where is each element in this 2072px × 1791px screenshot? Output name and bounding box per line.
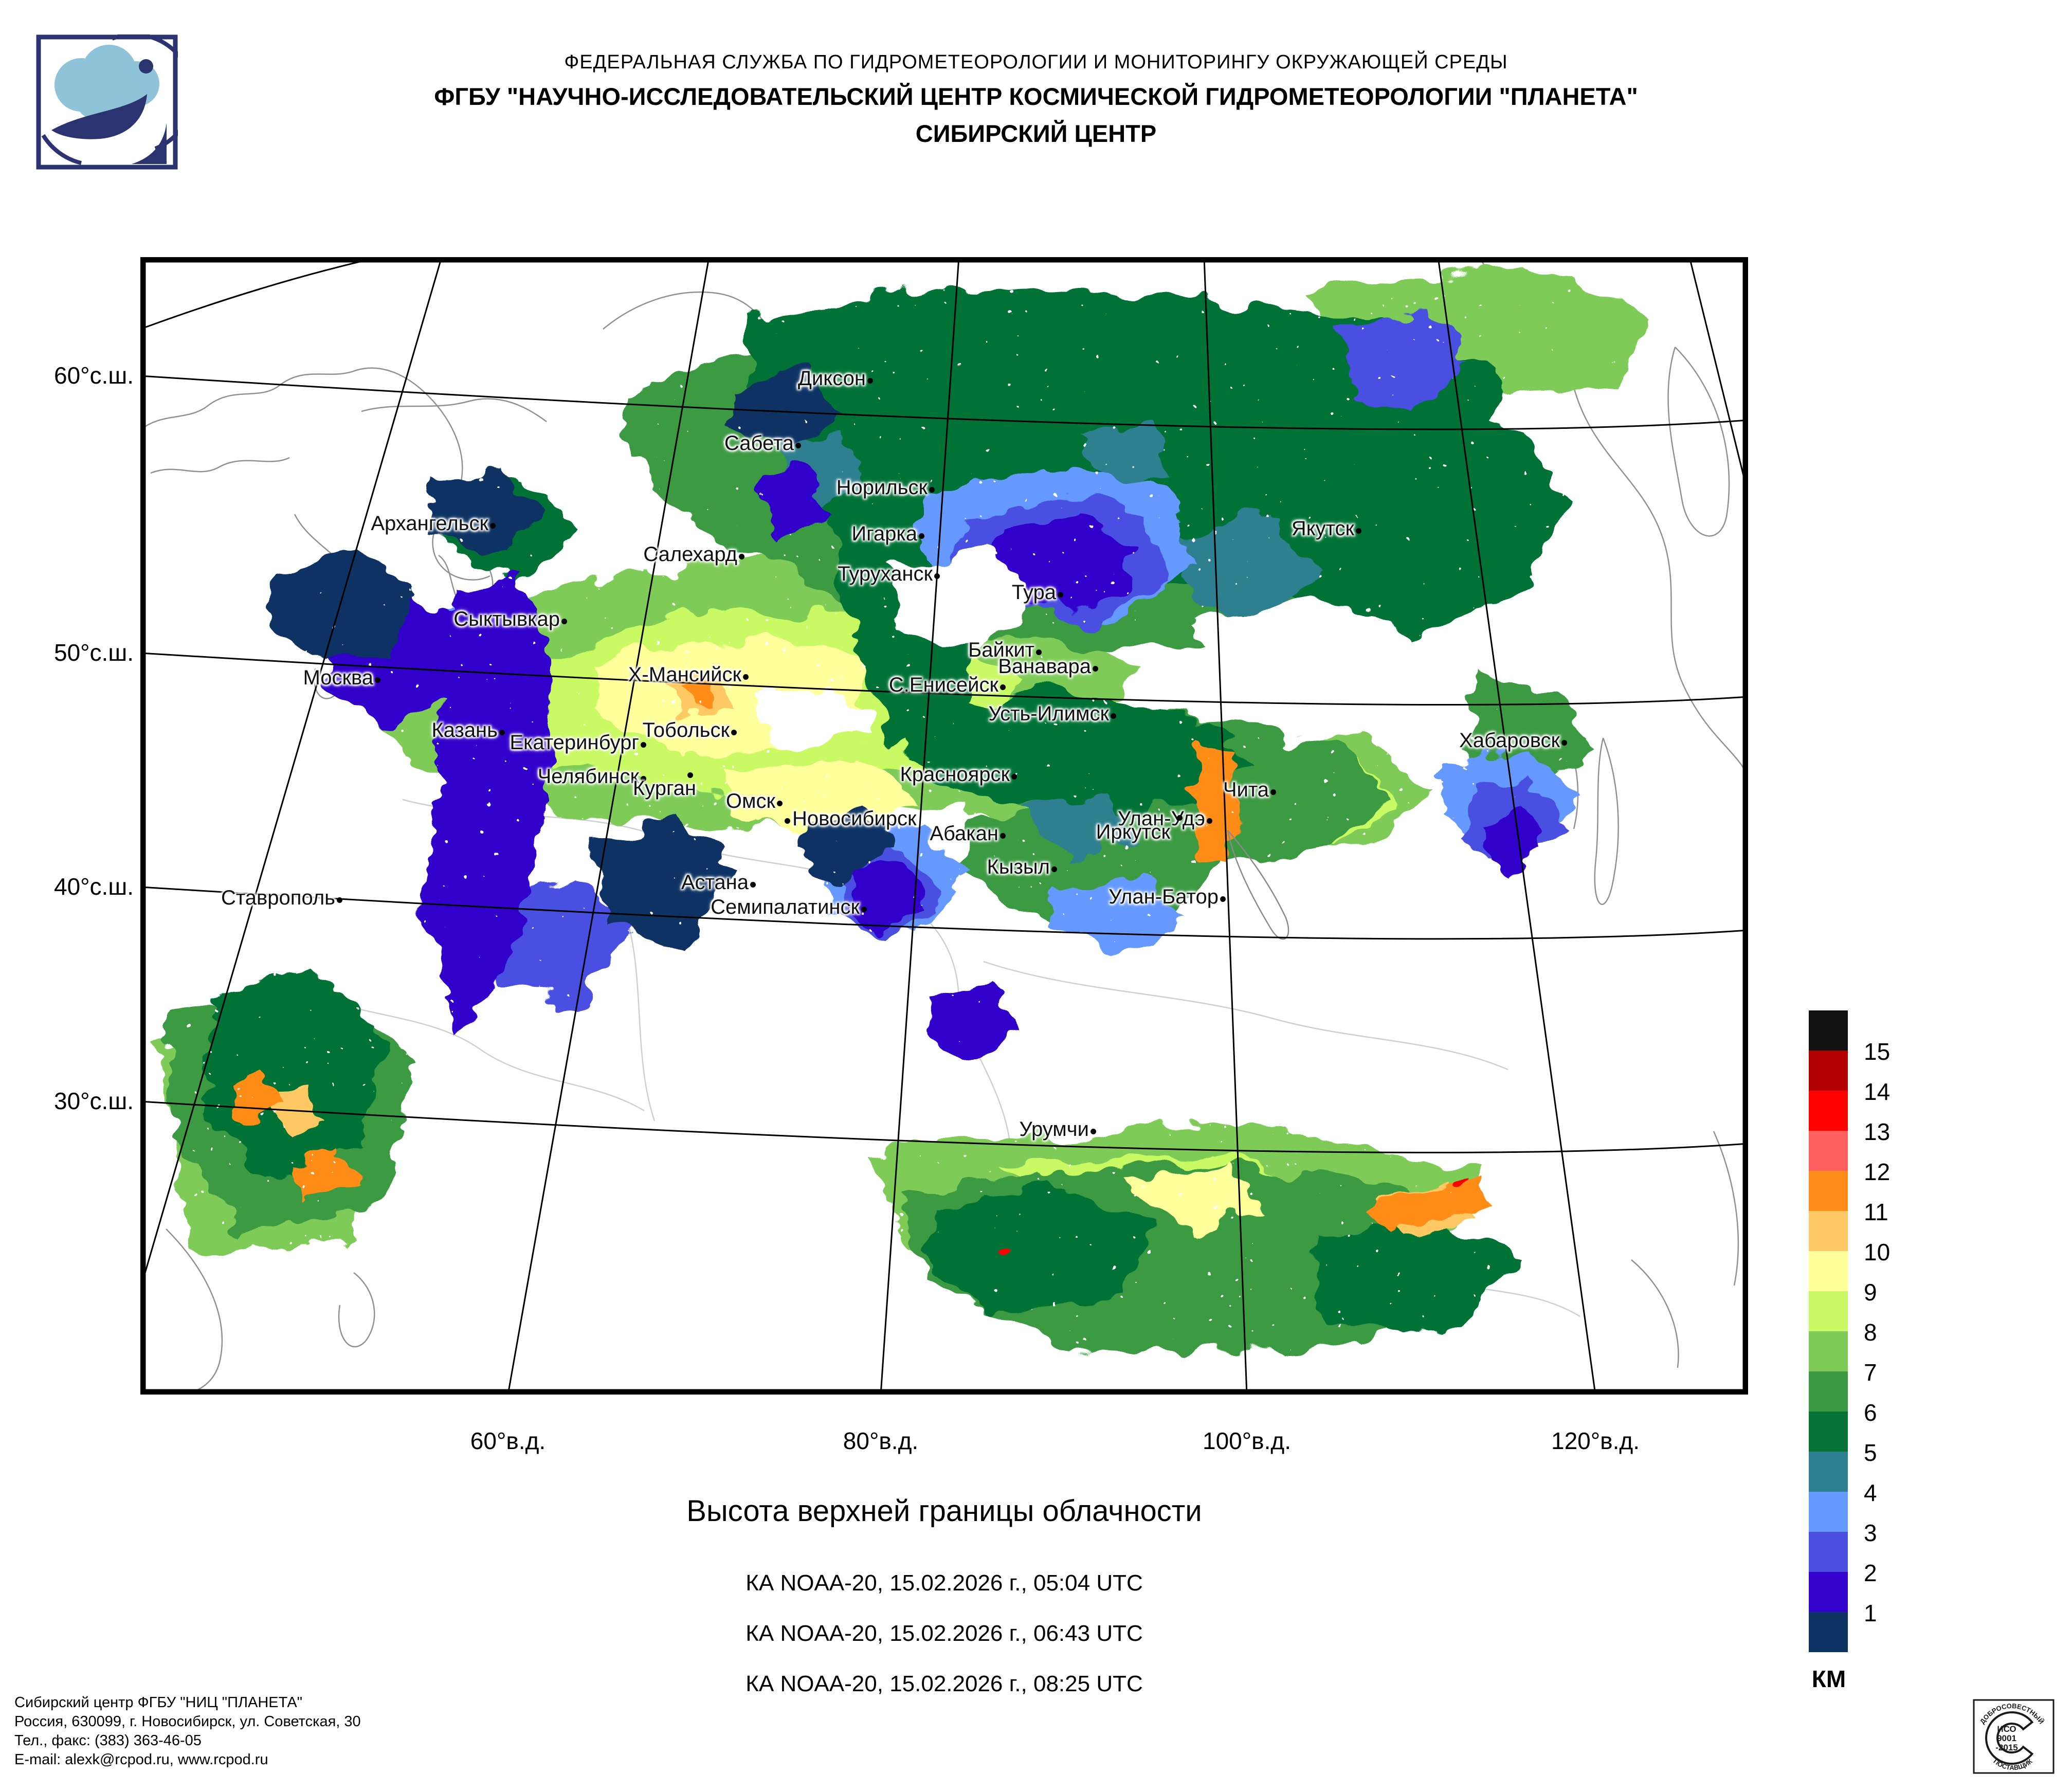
legend-value: 11: [1864, 1199, 1888, 1225]
iso-stamp-graphic: ДОБРОСОВЕСТНЫЙ ПОСТАВЩИК ИСО 9001 -2015: [1973, 1699, 2055, 1774]
map-title: Высота верхней границы облачности: [686, 1494, 1202, 1528]
lat-tick-label: 40°с.ш.: [53, 873, 134, 900]
legend-color-cell: [1809, 1131, 1848, 1171]
legend-value: 12: [1864, 1159, 1891, 1185]
legend-color-cell: [1809, 1452, 1848, 1492]
satellite-dot: [139, 59, 153, 74]
stamp-2015: -2015: [1995, 1743, 2018, 1752]
planeta-logo-graphic: [36, 32, 195, 170]
graticule: [140, 257, 1748, 1395]
legend-color-cell: [1809, 1572, 1848, 1612]
legend-value: 5: [1864, 1439, 1877, 1466]
stamp-iso: ИСО: [1997, 1724, 2016, 1734]
legend-value: 2: [1864, 1560, 1877, 1586]
orbit-arc-lower: [41, 134, 82, 165]
planeta-logo: [36, 32, 195, 170]
map-frame: [140, 257, 1748, 1395]
footer-line: Сибирский центр ФГБУ "НИЦ "ПЛАНЕТА": [14, 1694, 302, 1711]
legend-value: 8: [1864, 1319, 1877, 1346]
lon-tick-label: 100°в.д.: [1203, 1427, 1291, 1454]
branch-name: СИБИРСКИЙ ЦЕНТР: [915, 120, 1157, 147]
legend-colorbar: [1809, 1010, 1848, 1652]
legend-value: 3: [1864, 1519, 1877, 1546]
legend-value: 7: [1864, 1359, 1877, 1386]
lat-tick-label: 60°с.ш.: [53, 362, 134, 389]
legend-value: 6: [1864, 1399, 1877, 1426]
footer-line: E-mail: alexk@rcpod.ru, www.rcpod.ru: [14, 1751, 268, 1768]
legend-color-cell: [1809, 1091, 1848, 1131]
satellite-pass-line: КА NOAA-20, 15.02.2026 г., 06:43 UTC: [746, 1621, 1143, 1646]
stamp-9001: 9001: [1997, 1733, 2016, 1743]
cloud-field: [161, 267, 1657, 1352]
legend-color-cell: [1809, 1412, 1848, 1452]
legend-value: 9: [1864, 1279, 1877, 1306]
lon-tick-label: 60°в.д.: [470, 1427, 546, 1454]
wave-shape: [51, 94, 147, 139]
legend-color-cell: [1809, 1532, 1848, 1572]
org-name: ФЕДЕРАЛЬНАЯ СЛУЖБА ПО ГИДРОМЕТЕОРОЛОГИИ …: [564, 51, 1508, 73]
lon-tick-label: 80°в.д.: [843, 1427, 919, 1454]
corner-triangle: [132, 123, 167, 164]
legend-color-cell: [1809, 1051, 1848, 1091]
legend-value: 4: [1864, 1479, 1877, 1506]
stamp-c-mark: [1985, 1711, 2034, 1765]
legend-color-cell: [1809, 1010, 1848, 1051]
legend-color-cell: [1809, 1492, 1848, 1532]
legend-color-cell: [1809, 1211, 1848, 1251]
legend-color-cell: [1809, 1171, 1848, 1211]
satellite-map: [140, 257, 1748, 1395]
lon-tick-label: 120°в.д.: [1551, 1427, 1640, 1454]
lat-tick-label: 30°с.ш.: [53, 1088, 134, 1114]
legend-color-cell: [1809, 1251, 1848, 1291]
legend-value: 1: [1864, 1600, 1877, 1626]
satellite-pass-line: КА NOAA-20, 15.02.2026 г., 08:25 UTC: [746, 1671, 1143, 1696]
footer-line: Тел., факс: (383) 363-46-05: [14, 1732, 202, 1749]
center-name: ФГБУ "НАУЧНО-ИССЛЕДОВАТЕЛЬСКИЙ ЦЕНТР КОС…: [434, 83, 1638, 110]
footer-line: Россия, 630099, г. Новосибирск, ул. Сове…: [14, 1713, 361, 1730]
legend-value: 14: [1864, 1078, 1891, 1105]
satellite-pass-line: КА NOAA-20, 15.02.2026 г., 05:04 UTC: [746, 1570, 1143, 1596]
legend-value: 13: [1864, 1118, 1891, 1145]
legend-unit: КМ: [1811, 1666, 1846, 1692]
legend-color-cell: [1809, 1291, 1848, 1331]
iso-stamp: ДОБРОСОВЕСТНЫЙ ПОСТАВЩИК ИСО 9001 -2015: [1973, 1699, 2055, 1774]
legend-value: 15: [1864, 1038, 1891, 1065]
legend-color-cell: [1809, 1612, 1848, 1652]
legend-color-cell: [1809, 1331, 1848, 1371]
legend-value: 10: [1864, 1239, 1891, 1265]
legend-color-cell: [1809, 1371, 1848, 1412]
lat-tick-label: 50°с.ш.: [53, 639, 134, 666]
